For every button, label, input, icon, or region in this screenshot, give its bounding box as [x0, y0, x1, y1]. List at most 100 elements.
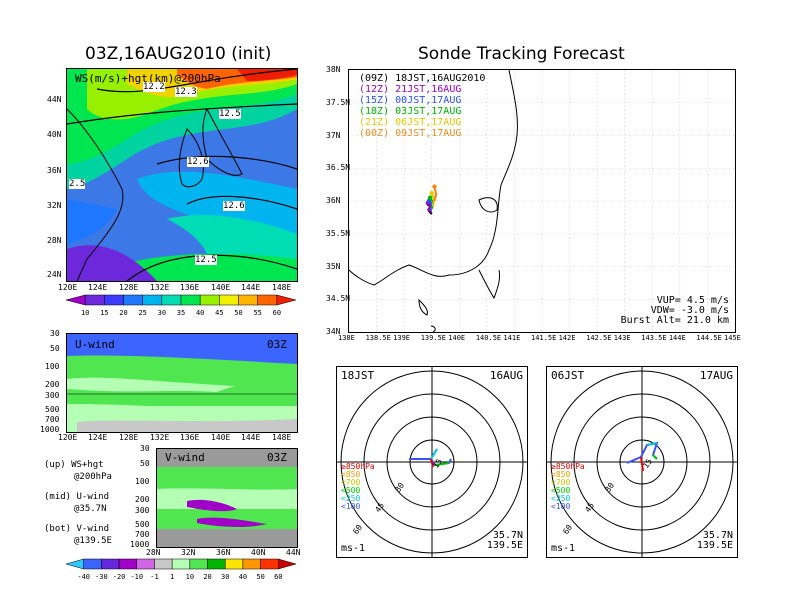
colorbar-swatch	[180, 294, 201, 306]
lat-tick: 32N	[47, 201, 62, 210]
p-tick: 100	[45, 362, 60, 371]
lon-tick: 148E	[272, 283, 292, 292]
hodo-time: 18JST	[341, 369, 375, 382]
colorbar-label: 35	[177, 309, 185, 317]
hodo-unit: ms-1	[341, 543, 366, 554]
track-legend-item-4: (21Z) 06JST,17AUG	[359, 117, 485, 128]
colorbar-swatch	[238, 294, 258, 306]
track-legend-utc: (18Z)	[359, 106, 390, 117]
lat-tick: 24N	[47, 270, 62, 279]
level-label: <850	[341, 470, 361, 479]
track-lat-tick: 35N	[326, 261, 341, 271]
level-label: <850	[551, 470, 571, 479]
left-panel-title: 03Z,16AUG2010 (init)	[85, 44, 272, 64]
ws-map-panel: WS(m/s)+hgt(km)@200hPa 12.2 12.3 12.5 12…	[66, 68, 298, 282]
colorbar-label: -30	[95, 573, 108, 581]
p-tick: 100	[135, 477, 150, 486]
track-legend-utc: (21Z)	[359, 117, 390, 128]
track-lat-tick: 34.5N	[326, 294, 351, 304]
colorbar-label: 25	[138, 309, 146, 317]
hodograph-panel-2: 06JST 17AUG 15 30 45 60 ≥850hPa <850 <70…	[546, 366, 738, 558]
hodograph-svg-1	[337, 367, 527, 557]
colorbar-swatch	[104, 294, 124, 306]
colorbar-label: -20	[113, 573, 126, 581]
v-wind-label: V-wind	[165, 451, 205, 464]
hodo-date: 16AUG	[489, 369, 523, 382]
colorbar-label: 45	[215, 309, 223, 317]
colorbar-swatch	[219, 294, 239, 306]
track-legend-utc: (15Z)	[359, 95, 390, 106]
note-up-sub: @200hPa	[74, 472, 112, 482]
hodo-date: 17AUG	[699, 369, 733, 382]
hodo-lat: 35.7N	[492, 530, 523, 541]
note-bot-sub: @139.5E	[74, 536, 112, 546]
u-wind-svg	[67, 334, 297, 432]
colorbar-label: 10	[81, 309, 89, 317]
p-tick: 30	[50, 329, 60, 338]
colorbar-label: 10	[186, 573, 194, 581]
hodo-lon: 139.5E	[696, 540, 733, 551]
contour-label: 12.6	[187, 157, 209, 167]
level-label: <250	[551, 494, 571, 503]
u-wind-label: U-wind	[75, 338, 115, 351]
colorbar-label: 40	[196, 309, 204, 317]
vdw-value: VDW= -3.0 m/s	[650, 305, 729, 316]
p-tick: 30	[140, 444, 150, 453]
colorbar-swatch	[242, 558, 261, 570]
hodo-time: 06JST	[551, 369, 585, 382]
hodo-location: 35.7N 139.5E	[697, 531, 733, 551]
colorbar-swatch	[189, 558, 208, 570]
track-lon-tick: 144E	[668, 334, 686, 342]
colorbar-label: 50	[256, 573, 264, 581]
track-lon-tick: 144.5E	[696, 334, 722, 342]
note-up: (up) WS+hgt	[44, 460, 104, 470]
lon-tick: 136E	[180, 283, 200, 292]
lat-tick: 28N	[146, 548, 161, 557]
track-svg	[349, 70, 735, 332]
track-lon-tick: 142E	[558, 334, 576, 342]
track-legend-item-1: (12Z) 21JST,16AUG	[359, 84, 485, 95]
track-lat-tick: 37.5N	[326, 97, 351, 107]
track-legend-item-0: (09Z) 18JST,16AUG2010	[359, 73, 485, 84]
lat-tick: 32N	[181, 548, 196, 557]
colorbar-swatch	[278, 558, 296, 570]
colorbar-label: 1	[170, 573, 174, 581]
track-lon-tick: 138.5E	[365, 334, 391, 342]
lat-tick: 36N	[216, 548, 231, 557]
lat-tick: 44N	[286, 548, 301, 557]
note-bot: (bot) V-wind	[44, 524, 110, 534]
p-tick: 1000	[40, 425, 60, 434]
contour-label: 2.5	[69, 179, 86, 189]
hodo-location: 35.7N 139.5E	[487, 531, 523, 551]
track-legend-item-5: (00Z) 09JST,17AUG	[359, 128, 485, 139]
lon-tick: 140E	[211, 283, 231, 292]
lon-tick: 128E	[119, 433, 139, 442]
p-tick: 200	[45, 380, 60, 389]
track-lon-tick: 139E	[393, 334, 410, 342]
track-lon-tick: 140E	[448, 334, 466, 342]
contour-label: 12.3	[175, 87, 197, 97]
track-legend-jst: 18JST,16AUG2010	[395, 73, 486, 84]
hodograph-svg-2	[547, 367, 737, 557]
p-tick: 700	[135, 530, 150, 539]
colorbar-swatch	[207, 558, 226, 570]
track-legend-jst: 03JST,17AUG	[395, 106, 462, 117]
colorbar-label: -1	[150, 573, 158, 581]
colorbar-swatch	[161, 294, 182, 306]
main-title: Sonde Tracking Forecast	[418, 44, 625, 64]
track-lon-tick: 143.5E	[641, 334, 667, 342]
level-label: <100	[341, 502, 361, 511]
p-tick: 500	[45, 405, 60, 414]
lon-tick: 144E	[241, 283, 261, 292]
lon-tick: 132E	[150, 433, 170, 442]
contour-label: 12.6	[223, 201, 245, 211]
contour-label: 12.5	[219, 109, 241, 119]
colorbar-swatch	[171, 558, 191, 570]
level-label: ≥850hPa	[551, 462, 585, 471]
track-legend-item-3: (18Z) 03JST,17AUG	[359, 106, 485, 117]
lon-tick: 120E	[58, 433, 78, 442]
hodo-unit: ms-1	[551, 543, 576, 554]
p-tick: 1000	[130, 540, 150, 549]
note-mid-sub: @35.7N	[74, 504, 107, 514]
lat-tick: 40N	[251, 548, 266, 557]
